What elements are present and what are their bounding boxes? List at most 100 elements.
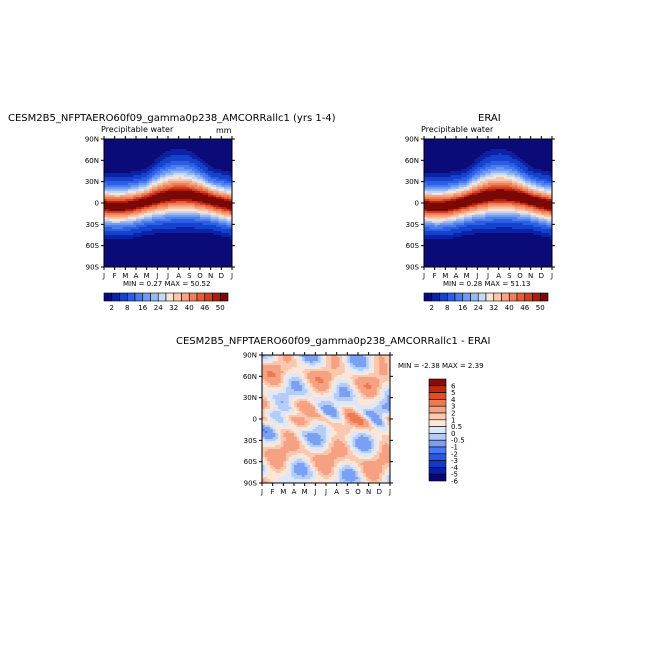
contour-cell	[424, 201, 427, 204]
contour-cell	[488, 253, 491, 256]
contour-cell	[440, 219, 443, 222]
contour-cell	[202, 167, 206, 170]
contour-cell	[472, 211, 475, 214]
contour-cell	[482, 221, 486, 224]
contour-cell	[429, 265, 433, 268]
contour-cell	[437, 183, 441, 186]
contour-cell	[453, 211, 457, 214]
contour-cell	[490, 145, 494, 148]
contour-cell	[474, 231, 478, 234]
contour-cell	[474, 169, 478, 172]
contour-cell	[485, 249, 489, 252]
contour-cell	[450, 251, 454, 254]
contour-cell	[152, 171, 155, 174]
contour-cell	[493, 213, 497, 216]
contour-cell	[146, 147, 150, 150]
contour-cell	[130, 239, 134, 242]
contour-cell	[458, 189, 462, 192]
contour-cell	[189, 193, 193, 196]
contour-cell	[125, 231, 129, 234]
contour-cell	[480, 153, 483, 156]
contour-cell	[205, 139, 209, 142]
contour-cell	[434, 153, 438, 156]
contour-cell	[176, 241, 179, 244]
contour-cell	[146, 257, 150, 260]
contour-cell	[450, 145, 454, 148]
contour-cell	[437, 169, 441, 172]
contour-cell	[168, 251, 171, 254]
contour-cell	[141, 205, 145, 208]
contour-cell	[168, 217, 171, 220]
contour-cell	[186, 165, 190, 168]
contour-cell	[149, 193, 153, 196]
contour-cell	[165, 171, 169, 174]
contour-cell	[136, 245, 139, 248]
contour-cell	[474, 259, 478, 262]
contour-cell	[136, 143, 139, 146]
contour-cell	[152, 209, 155, 212]
contour-cell	[117, 187, 121, 190]
contour-cell	[437, 151, 441, 154]
contour-cell	[440, 197, 443, 200]
contour-cell	[205, 265, 209, 268]
contour-cell	[224, 141, 227, 144]
contour-cell	[154, 169, 158, 172]
contour-cell	[461, 235, 465, 238]
contour-cell	[120, 237, 123, 240]
contour-cell	[192, 173, 195, 176]
contour-cell	[202, 241, 206, 244]
contour-cell	[216, 167, 219, 170]
contour-cell	[181, 157, 185, 160]
contour-cell	[162, 153, 166, 156]
contour-cell	[125, 207, 129, 210]
contour-cell	[493, 155, 497, 158]
contour-cell	[165, 173, 169, 176]
contour-cell	[456, 151, 459, 154]
contour-cell	[160, 163, 163, 166]
contour-cell	[149, 185, 153, 188]
contour-cell	[152, 201, 155, 204]
contour-cell	[192, 157, 195, 160]
contour-cell	[125, 157, 129, 160]
contour-cell	[136, 215, 139, 218]
contour-cell	[130, 197, 134, 200]
contour-cell	[189, 225, 193, 228]
contour-cell	[434, 231, 438, 234]
contour-cell	[141, 173, 145, 176]
contour-cell	[434, 165, 438, 168]
contour-cell	[226, 151, 230, 154]
contour-cell	[162, 215, 166, 218]
contour-cell	[165, 149, 169, 152]
contour-cell	[480, 251, 483, 254]
contour-cell	[109, 235, 113, 238]
contour-cell	[456, 143, 459, 146]
contour-cell	[120, 185, 123, 188]
contour-cell	[202, 211, 206, 214]
contour-cell	[104, 139, 107, 142]
contour-cell	[485, 143, 489, 146]
contour-cell	[480, 261, 483, 264]
contour-cell	[133, 145, 137, 148]
contour-cell	[149, 263, 153, 266]
contour-cell	[149, 195, 153, 198]
contour-cell	[194, 247, 198, 250]
contour-cell	[474, 157, 478, 160]
contour-cell	[192, 149, 195, 152]
contour-cell	[173, 203, 177, 206]
contour-cell	[189, 219, 193, 222]
contour-cell	[448, 143, 451, 146]
contour-cell	[453, 141, 457, 144]
contour-cell	[216, 235, 219, 238]
contour-cell	[429, 219, 433, 222]
contour-cell	[173, 163, 177, 166]
contour-cell	[218, 147, 222, 150]
contour-cell	[432, 163, 435, 166]
contour-cell	[442, 245, 446, 248]
contour-cell	[125, 221, 129, 224]
contour-cell	[165, 219, 169, 222]
contour-cell	[128, 249, 131, 252]
contour-cell	[106, 209, 110, 212]
contour-cell	[170, 193, 174, 196]
contour-cell	[218, 211, 222, 214]
contour-cell	[141, 177, 145, 180]
